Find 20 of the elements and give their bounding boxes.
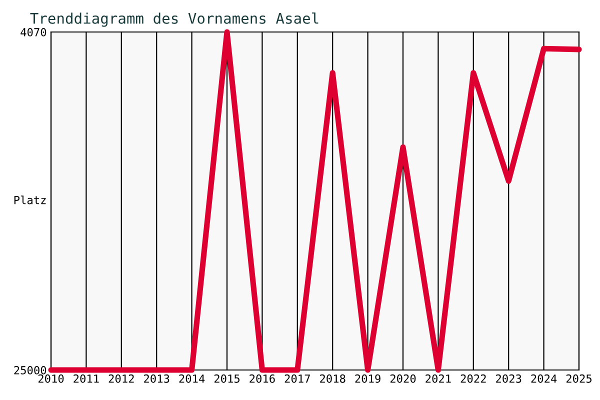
x-tick-label: 2015 [214, 374, 240, 383]
x-tick-label: 2025 [566, 374, 592, 383]
x-tick-label: 2012 [108, 374, 134, 383]
x-tick-label: 2014 [179, 374, 205, 383]
x-tick-label: 2017 [284, 374, 310, 383]
y-tick-label: 25000 [14, 366, 46, 374]
x-tick-label: 2013 [144, 374, 170, 383]
y-tick-label: 4070 [20, 28, 46, 36]
chart-title: Trenddiagramm des Vornamens Asael [30, 12, 318, 27]
x-tick-label: 2019 [355, 374, 380, 383]
x-tick-label: 2024 [531, 374, 557, 383]
x-tick-label: 2020 [390, 374, 416, 383]
x-tick-label: 2018 [320, 374, 346, 383]
x-tick-label: 2021 [426, 374, 451, 383]
y-axis-title: Platz [14, 196, 46, 204]
x-tick-label: 2022 [460, 374, 486, 383]
x-tick-label: 2011 [74, 374, 99, 383]
x-tick-label: 2023 [496, 374, 522, 383]
x-tick-label: 2016 [250, 374, 275, 383]
x-tick-label: 2010 [38, 374, 64, 383]
